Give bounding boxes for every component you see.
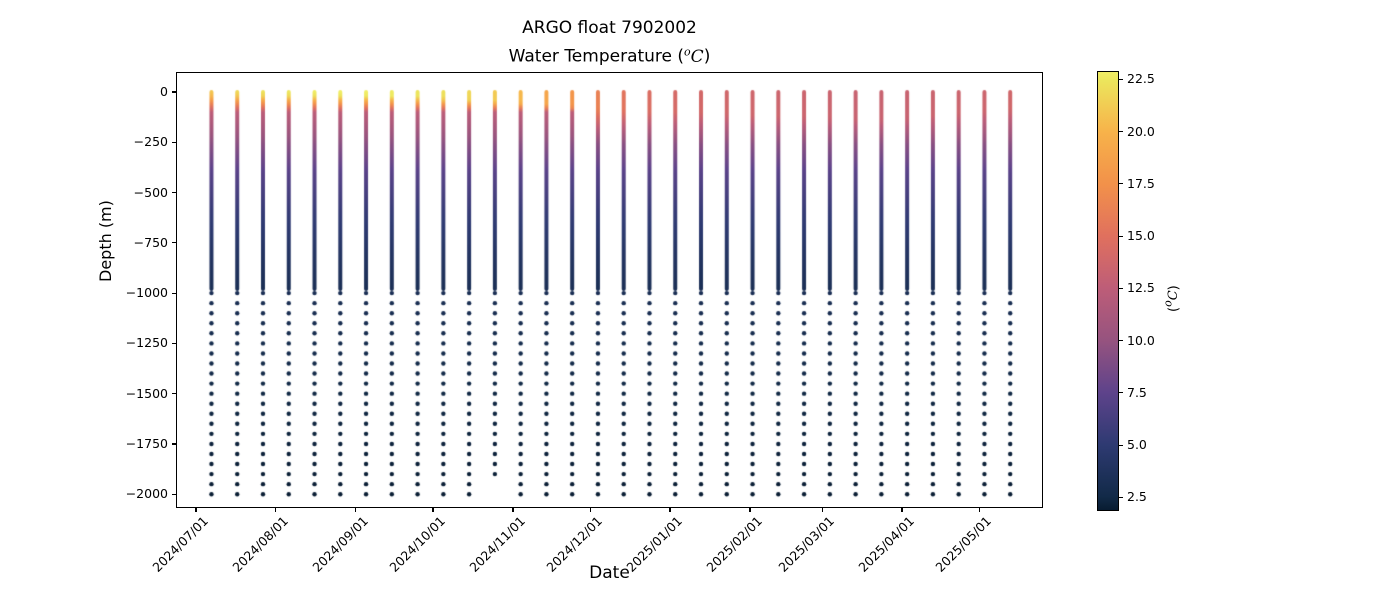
- y-tick-mark: [172, 191, 176, 194]
- y-tick-label: −1250: [125, 335, 168, 351]
- subtitle-degree-sup: o: [684, 45, 691, 58]
- x-tick-mark: [355, 508, 357, 512]
- chart-title: ARGO float 7902002: [522, 18, 697, 38]
- colorbar-label-degree-sup: o: [1162, 300, 1175, 307]
- colorbar-tick-mark: [1119, 496, 1123, 498]
- y-tick-label: 0: [160, 84, 168, 99]
- scatter-canvas: [177, 73, 1042, 507]
- colorbar-tick-label: 15.0: [1127, 228, 1155, 244]
- subtitle-unit: C: [690, 46, 704, 67]
- colorbar-tick-label: 12.5: [1127, 280, 1155, 296]
- colorbar-tick-label: 2.5: [1127, 489, 1147, 505]
- y-tick-label: −750: [133, 234, 168, 250]
- colorbar-tick-mark: [1119, 235, 1123, 237]
- y-tick-mark: [172, 141, 176, 143]
- x-tick-mark: [195, 508, 197, 512]
- x-axis-label: Date: [589, 563, 630, 583]
- y-tick-mark: [172, 342, 176, 344]
- colorbar-tick-label: 20.0: [1127, 123, 1155, 139]
- plot-area: [176, 72, 1043, 508]
- colorbar-label-unit: C: [1166, 290, 1182, 301]
- y-tick-label: −1750: [125, 435, 168, 451]
- x-tick-mark: [275, 508, 277, 512]
- colorbar-label-close-paren: ): [1166, 285, 1182, 291]
- colorbar-label-open-paren: (: [1166, 306, 1182, 312]
- x-tick-mark: [821, 508, 823, 512]
- y-tick-mark: [172, 242, 176, 244]
- y-tick-label: −500: [133, 184, 168, 200]
- x-tick-mark: [669, 508, 671, 512]
- x-tick-mark: [432, 508, 434, 512]
- x-tick-mark: [901, 508, 903, 512]
- y-axis-label: Depth (m): [96, 200, 115, 282]
- colorbar-tick-label: 5.0: [1127, 437, 1147, 453]
- x-tick-mark: [589, 508, 591, 512]
- colorbar-tick-mark: [1119, 183, 1123, 185]
- colorbar-tick-mark: [1119, 392, 1123, 394]
- colorbar-label: (oC): [1162, 285, 1181, 312]
- y-tick-label: −1500: [125, 385, 168, 401]
- y-tick-mark: [172, 443, 176, 445]
- y-tick-label: −250: [133, 134, 168, 150]
- colorbar-tick-label: 10.0: [1127, 332, 1155, 348]
- colorbar-tick-mark: [1119, 340, 1123, 342]
- colorbar-tick-label: 22.5: [1127, 71, 1155, 87]
- colorbar-tick-mark: [1119, 131, 1123, 133]
- subtitle-text: Water Temperature (: [508, 46, 685, 67]
- y-tick-mark: [172, 393, 176, 395]
- chart-subtitle: Water Temperature (oC): [176, 41, 1043, 68]
- colorbar-tick-label: 7.5: [1127, 384, 1147, 400]
- y-tick-mark: [172, 493, 176, 495]
- y-tick-mark: [172, 292, 176, 294]
- y-tick-label: −2000: [125, 486, 168, 502]
- x-tick-mark: [749, 508, 751, 512]
- colorbar-tick-mark: [1119, 78, 1123, 80]
- y-tick-mark: [172, 91, 176, 93]
- subtitle-close-paren: ): [703, 46, 711, 67]
- x-tick-mark: [978, 508, 980, 512]
- y-tick-label: −1000: [125, 285, 168, 301]
- colorbar-tick-label: 17.5: [1127, 175, 1155, 191]
- colorbar: [1097, 71, 1119, 511]
- colorbar-tick-mark: [1119, 444, 1123, 446]
- colorbar-tick-mark: [1119, 287, 1123, 289]
- x-tick-mark: [512, 508, 514, 512]
